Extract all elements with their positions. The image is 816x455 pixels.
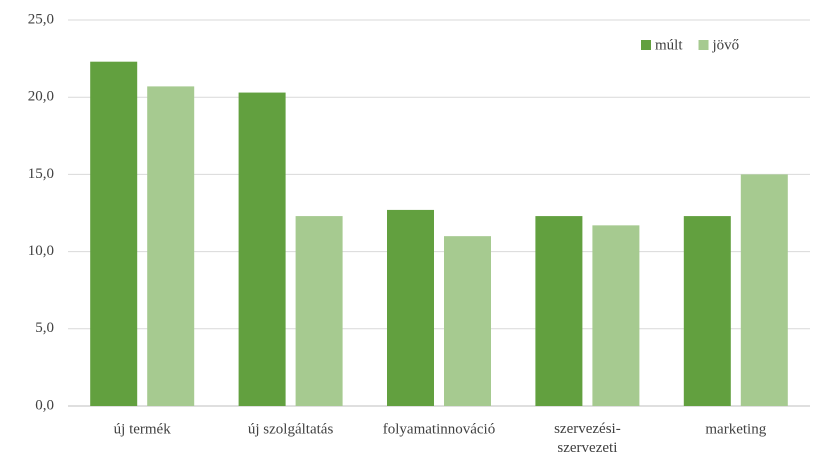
y-tick-label: 10,0 bbox=[28, 243, 54, 259]
bar bbox=[387, 209, 434, 406]
x-tick-label: új termék bbox=[114, 421, 172, 437]
bar bbox=[535, 216, 583, 406]
legend-label: múlt bbox=[655, 37, 683, 53]
bar bbox=[295, 216, 343, 406]
legend-label: jövő bbox=[712, 37, 740, 53]
y-tick-label: 15,0 bbox=[28, 166, 54, 182]
legend-swatch bbox=[641, 40, 651, 50]
bar bbox=[444, 236, 491, 406]
y-tick-label: 5,0 bbox=[35, 320, 54, 336]
bar bbox=[740, 174, 788, 406]
y-tick-label: 0,0 bbox=[35, 397, 54, 413]
x-tick-label: marketing bbox=[705, 421, 766, 437]
y-tick-label: 25,0 bbox=[28, 11, 54, 27]
bar bbox=[147, 86, 195, 406]
bar bbox=[90, 61, 138, 407]
bar bbox=[683, 216, 731, 406]
y-tick-label: 20,0 bbox=[28, 89, 54, 105]
x-tick-label: új szolgáltatás bbox=[248, 421, 334, 437]
bar bbox=[592, 225, 640, 406]
x-tick-label: folyamatinnováció bbox=[383, 421, 495, 437]
x-tick-label: szervezési-szervezeti bbox=[554, 421, 621, 455]
bar bbox=[238, 92, 286, 407]
legend-swatch bbox=[698, 40, 709, 50]
